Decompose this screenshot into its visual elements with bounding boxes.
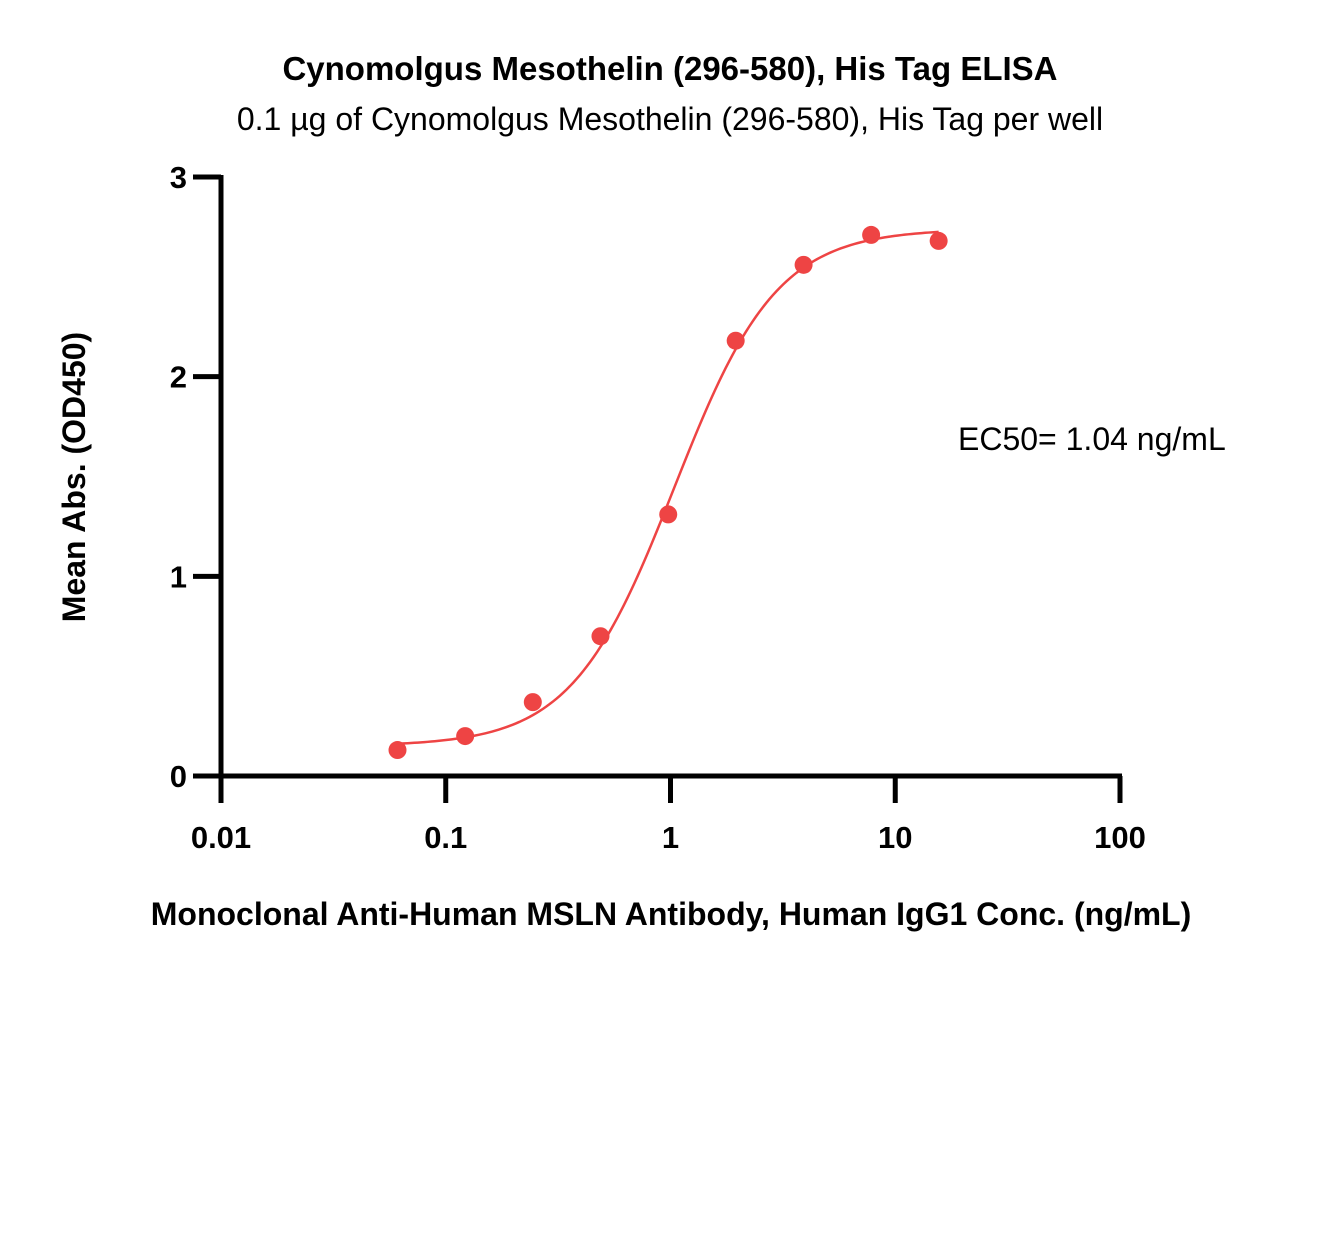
x-tick-label: 0.01 <box>191 820 251 855</box>
x-tick-label: 100 <box>1094 820 1146 855</box>
data-point <box>726 331 745 350</box>
ec50-annotation: EC50= 1.04 ng/mL <box>958 421 1226 457</box>
x-tick-label: 0.1 <box>424 820 467 855</box>
data-point <box>523 693 542 712</box>
y-tick-label: 2 <box>170 360 187 395</box>
data-points <box>388 225 948 760</box>
x-axis-ticks: 0.01 0.1 1 10 100 <box>191 776 1146 855</box>
x-axis-label: Monoclonal Anti-Human MSLN Antibody, Hum… <box>151 896 1192 932</box>
x-tick-label: 1 <box>662 820 679 855</box>
data-point <box>456 727 475 746</box>
data-point <box>794 255 813 274</box>
data-point <box>388 741 407 760</box>
data-point <box>659 505 678 524</box>
y-axis-label: Mean Abs. (OD450) <box>56 332 92 622</box>
plot-area: 0 1 2 3 0.01 0.1 1 10 100 <box>170 160 1146 855</box>
fit-curve <box>397 230 939 745</box>
y-axis-ticks: 0 1 2 3 <box>170 160 221 794</box>
data-point <box>862 225 881 244</box>
chart-subtitle: 0.1 µg of Cynomolgus Mesothelin (296-580… <box>237 101 1103 137</box>
data-point <box>929 231 948 250</box>
y-tick-label: 0 <box>170 759 187 794</box>
x-tick-label: 10 <box>878 820 912 855</box>
chart-title: Cynomolgus Mesothelin (296-580), His Tag… <box>282 50 1057 87</box>
y-tick-label: 3 <box>170 160 187 195</box>
data-point <box>591 627 610 646</box>
y-tick-label: 1 <box>170 559 187 594</box>
